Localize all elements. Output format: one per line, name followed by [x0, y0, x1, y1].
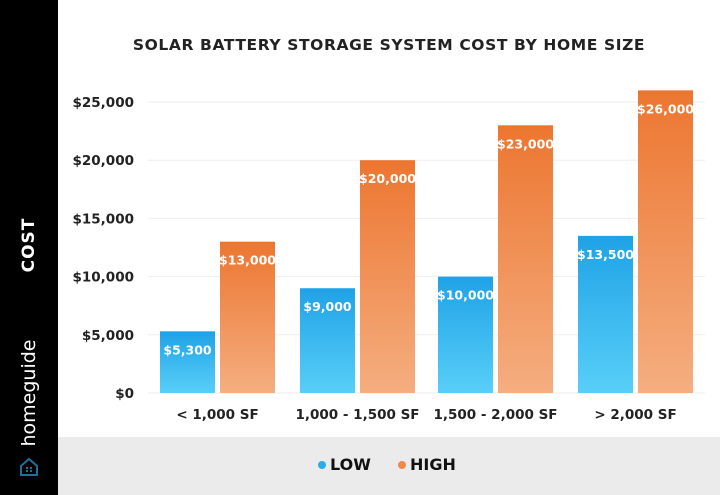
y-tick-label: $15,000	[73, 211, 135, 227]
y-tick-label: $20,000	[73, 153, 135, 169]
bar-low	[300, 288, 355, 393]
bar-high	[220, 241, 275, 393]
bar-high	[360, 160, 415, 393]
data-label: $20,000	[359, 171, 416, 186]
x-tick-label: 1,000 - 1,500 SF	[295, 407, 419, 423]
legend-label-low: LOW	[330, 455, 371, 474]
legend-swatch-high	[398, 460, 406, 469]
data-label: $23,000	[497, 136, 554, 151]
data-label: $26,000	[637, 101, 694, 116]
legend-item-high: HIGH	[398, 455, 456, 474]
sidebar: COST homeguide	[0, 0, 58, 495]
chart-title: SOLAR BATTERY STORAGE SYSTEM COST BY HOM…	[132, 36, 646, 54]
legend-label-high: HIGH	[410, 455, 456, 474]
bar-high	[638, 90, 693, 394]
bar-low	[578, 235, 633, 393]
legend-item-low: LOW	[318, 455, 371, 474]
y-tick-label: $10,000	[73, 270, 135, 286]
y-tick-label: $25,000	[73, 95, 135, 111]
house-icon	[20, 457, 38, 476]
data-label: $9,000	[303, 299, 352, 314]
x-tick-label: 1,500 - 2,000 SF	[433, 407, 557, 423]
data-label: $5,300	[163, 342, 212, 357]
y-tick-label: $0	[115, 386, 134, 402]
bar-high	[498, 125, 553, 393]
bar-low	[438, 276, 493, 393]
x-tick-label: < 1,000 SF	[176, 407, 258, 423]
x-tick-label: > 2,000 SF	[594, 407, 676, 423]
y-tick-label: $5,000	[82, 328, 134, 344]
data-label: $13,500	[577, 247, 634, 262]
legend-swatch-low	[318, 460, 326, 469]
legend-band	[58, 437, 720, 495]
data-label: $10,000	[437, 288, 494, 303]
data-label: $13,000	[219, 253, 276, 268]
bar-low	[160, 331, 215, 393]
